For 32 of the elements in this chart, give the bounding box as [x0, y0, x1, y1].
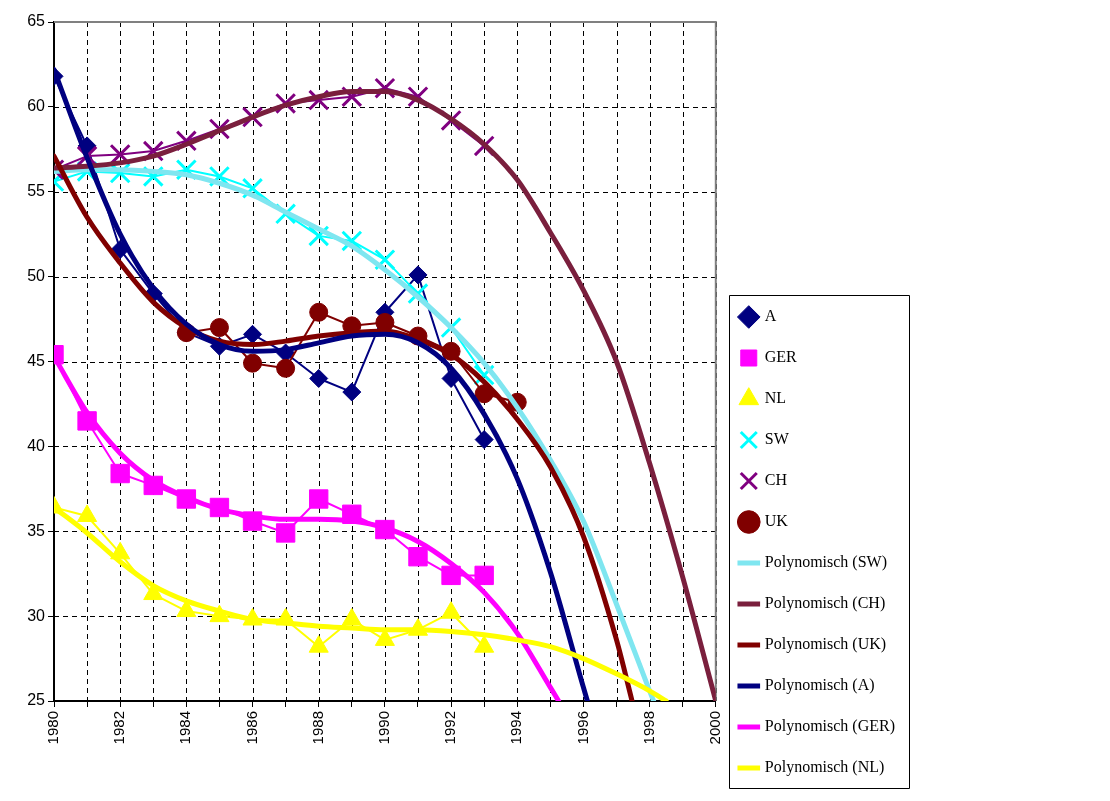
y-tick-label: 35 [27, 521, 46, 539]
legend-label: Polynomisch (A) [764, 676, 875, 695]
legend-label: A [764, 307, 777, 325]
y-tick-label: 30 [27, 606, 46, 624]
x-tick-label: 1988 [308, 711, 326, 745]
y-tick-label: 50 [27, 267, 46, 285]
legend-label: Polynomisch (UK) [764, 635, 887, 654]
legend-label: UK [764, 512, 789, 530]
legend-label: Polynomisch (SW) [764, 553, 887, 572]
y-tick-label: 60 [27, 97, 46, 115]
legend-label: NL [764, 389, 787, 407]
x-tick-label: 1980 [44, 711, 62, 745]
x-tick-label: 1994 [507, 711, 525, 745]
x-tick-label: 1998 [639, 711, 657, 745]
legend-label: GER [764, 348, 798, 366]
x-tick-label: 1982 [110, 711, 128, 745]
x-tick-label: 1996 [573, 711, 591, 745]
x-tick-label: 1992 [441, 711, 459, 745]
legend-label: SW [764, 430, 790, 448]
y-tick-label: 55 [27, 182, 46, 200]
y-tick-label: 65 [27, 12, 46, 30]
x-tick-label: 2000 [705, 711, 723, 745]
legend-label: Polynomisch (NL) [764, 758, 885, 777]
legend-label: Polynomisch (GER) [764, 717, 895, 736]
y-tick-label: 45 [27, 351, 46, 369]
x-tick-label: 1990 [375, 711, 393, 745]
y-tick-label: 40 [27, 436, 46, 454]
legend-label: Polynomisch (CH) [764, 594, 886, 613]
x-tick-label: 1984 [176, 711, 194, 745]
legend-label: CH [764, 471, 788, 489]
x-tick-label: 1986 [242, 711, 260, 745]
y-tick-label: 25 [27, 691, 46, 709]
